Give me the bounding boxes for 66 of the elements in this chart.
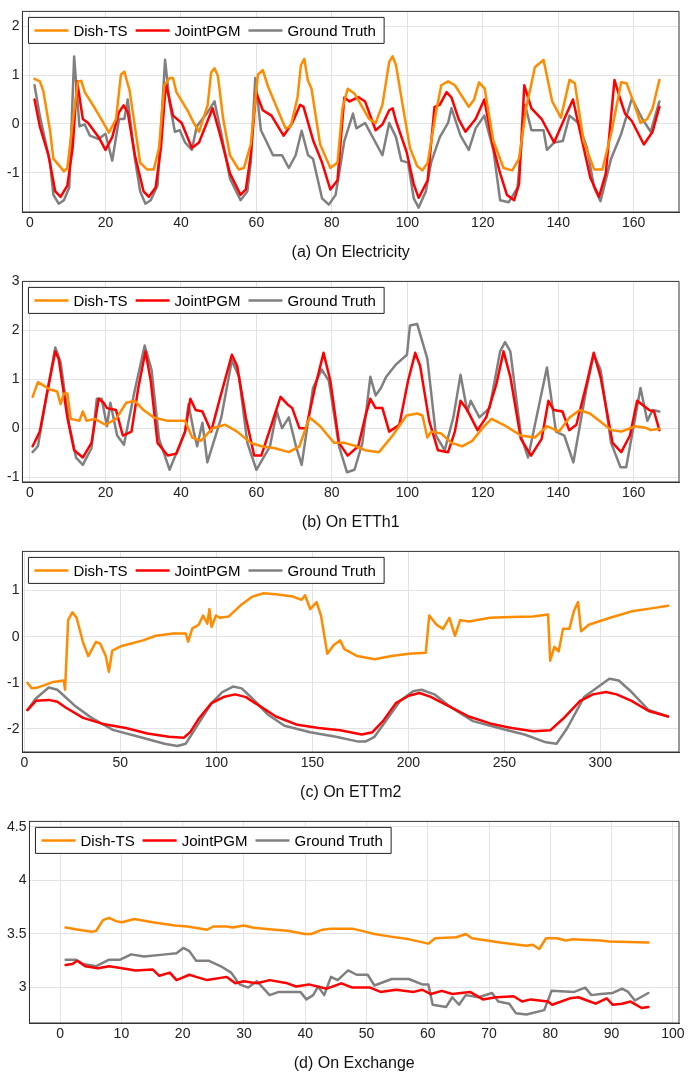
y-tick-label: 4.5 [6,817,27,834]
x-tick-label: 80 [324,214,340,231]
x-tick-label: 100 [395,214,420,231]
x-tick-label: 10 [113,1025,130,1042]
y-tick-label: -1 [7,163,20,180]
x-tick-label: 100 [204,754,229,771]
legend-label: JointPGM [174,291,241,309]
legend-label: Ground Truth [287,561,376,579]
y-tick-label: -1 [7,673,20,690]
x-tick-label: 0 [56,1025,65,1042]
y-tick-label: 4 [18,871,27,888]
legend-label: Dish-TS [73,21,128,39]
x-tick-label: 160 [622,484,646,501]
x-tick-label: 200 [396,754,421,771]
x-axis-title: (b) On ETTh1 [301,512,400,530]
x-tick-label: 80 [324,484,340,501]
x-tick-label: 120 [471,214,495,231]
x-tick-label: 20 [97,484,114,501]
x-tick-label: 120 [471,484,495,501]
x-tick-label: 60 [419,1025,436,1042]
legend-label: JointPGM [174,21,241,39]
x-tick-label: 140 [546,214,571,231]
x-tick-label: 90 [603,1025,620,1042]
legend-label: Dish-TS [73,561,128,579]
legend-label: Ground Truth [287,21,376,39]
x-tick-label: 50 [112,754,129,771]
x-tick-label: 150 [300,754,325,771]
legend-label: JointPGM [174,561,241,579]
y-tick-label: -1 [7,467,20,484]
x-tick-label: 20 [97,214,114,231]
legend-label: Dish-TS [80,831,135,849]
x-tick-label: 40 [173,214,189,231]
x-tick-label: 40 [297,1025,314,1042]
y-tick-label: -2 [7,719,20,736]
x-tick-label: 60 [248,214,265,231]
x-tick-label: 70 [481,1025,498,1042]
x-tick-label: 100 [395,484,420,501]
y-tick-label: 1 [11,581,20,598]
x-tick-label: 30 [236,1025,252,1042]
legend-label: JointPGM [181,831,248,849]
y-tick-label: 2 [11,321,20,338]
x-axis-title: (c) On ETTm2 [300,782,402,800]
y-tick-label: 3 [18,978,27,995]
x-tick-label: 80 [542,1025,559,1042]
x-axis-title: (d) On Exchange [293,1053,415,1071]
y-tick-label: 0 [11,627,20,644]
x-tick-label: 300 [588,754,613,771]
y-tick-label: 2 [11,16,20,33]
x-tick-label: 160 [622,214,646,231]
legend-label: Dish-TS [73,291,128,309]
y-tick-label: 3 [11,272,20,289]
y-tick-label: 1 [11,370,20,387]
y-tick-label: 1 [11,65,20,82]
x-tick-label: 60 [248,484,265,501]
y-tick-label: 3.5 [6,924,27,941]
x-tick-label: 250 [492,754,517,771]
x-tick-label: 140 [546,484,571,501]
x-axis-title: (a) On Electricity [291,242,410,260]
x-tick-label: 20 [174,1025,191,1042]
x-tick-label: 50 [358,1025,375,1042]
y-tick-label: 0 [11,114,20,131]
legend-label: Ground Truth [294,831,383,849]
x-tick-label: 100 [661,1025,685,1042]
y-tick-label: 0 [11,419,20,436]
legend-label: Ground Truth [287,291,376,309]
x-tick-label: 40 [173,484,189,501]
